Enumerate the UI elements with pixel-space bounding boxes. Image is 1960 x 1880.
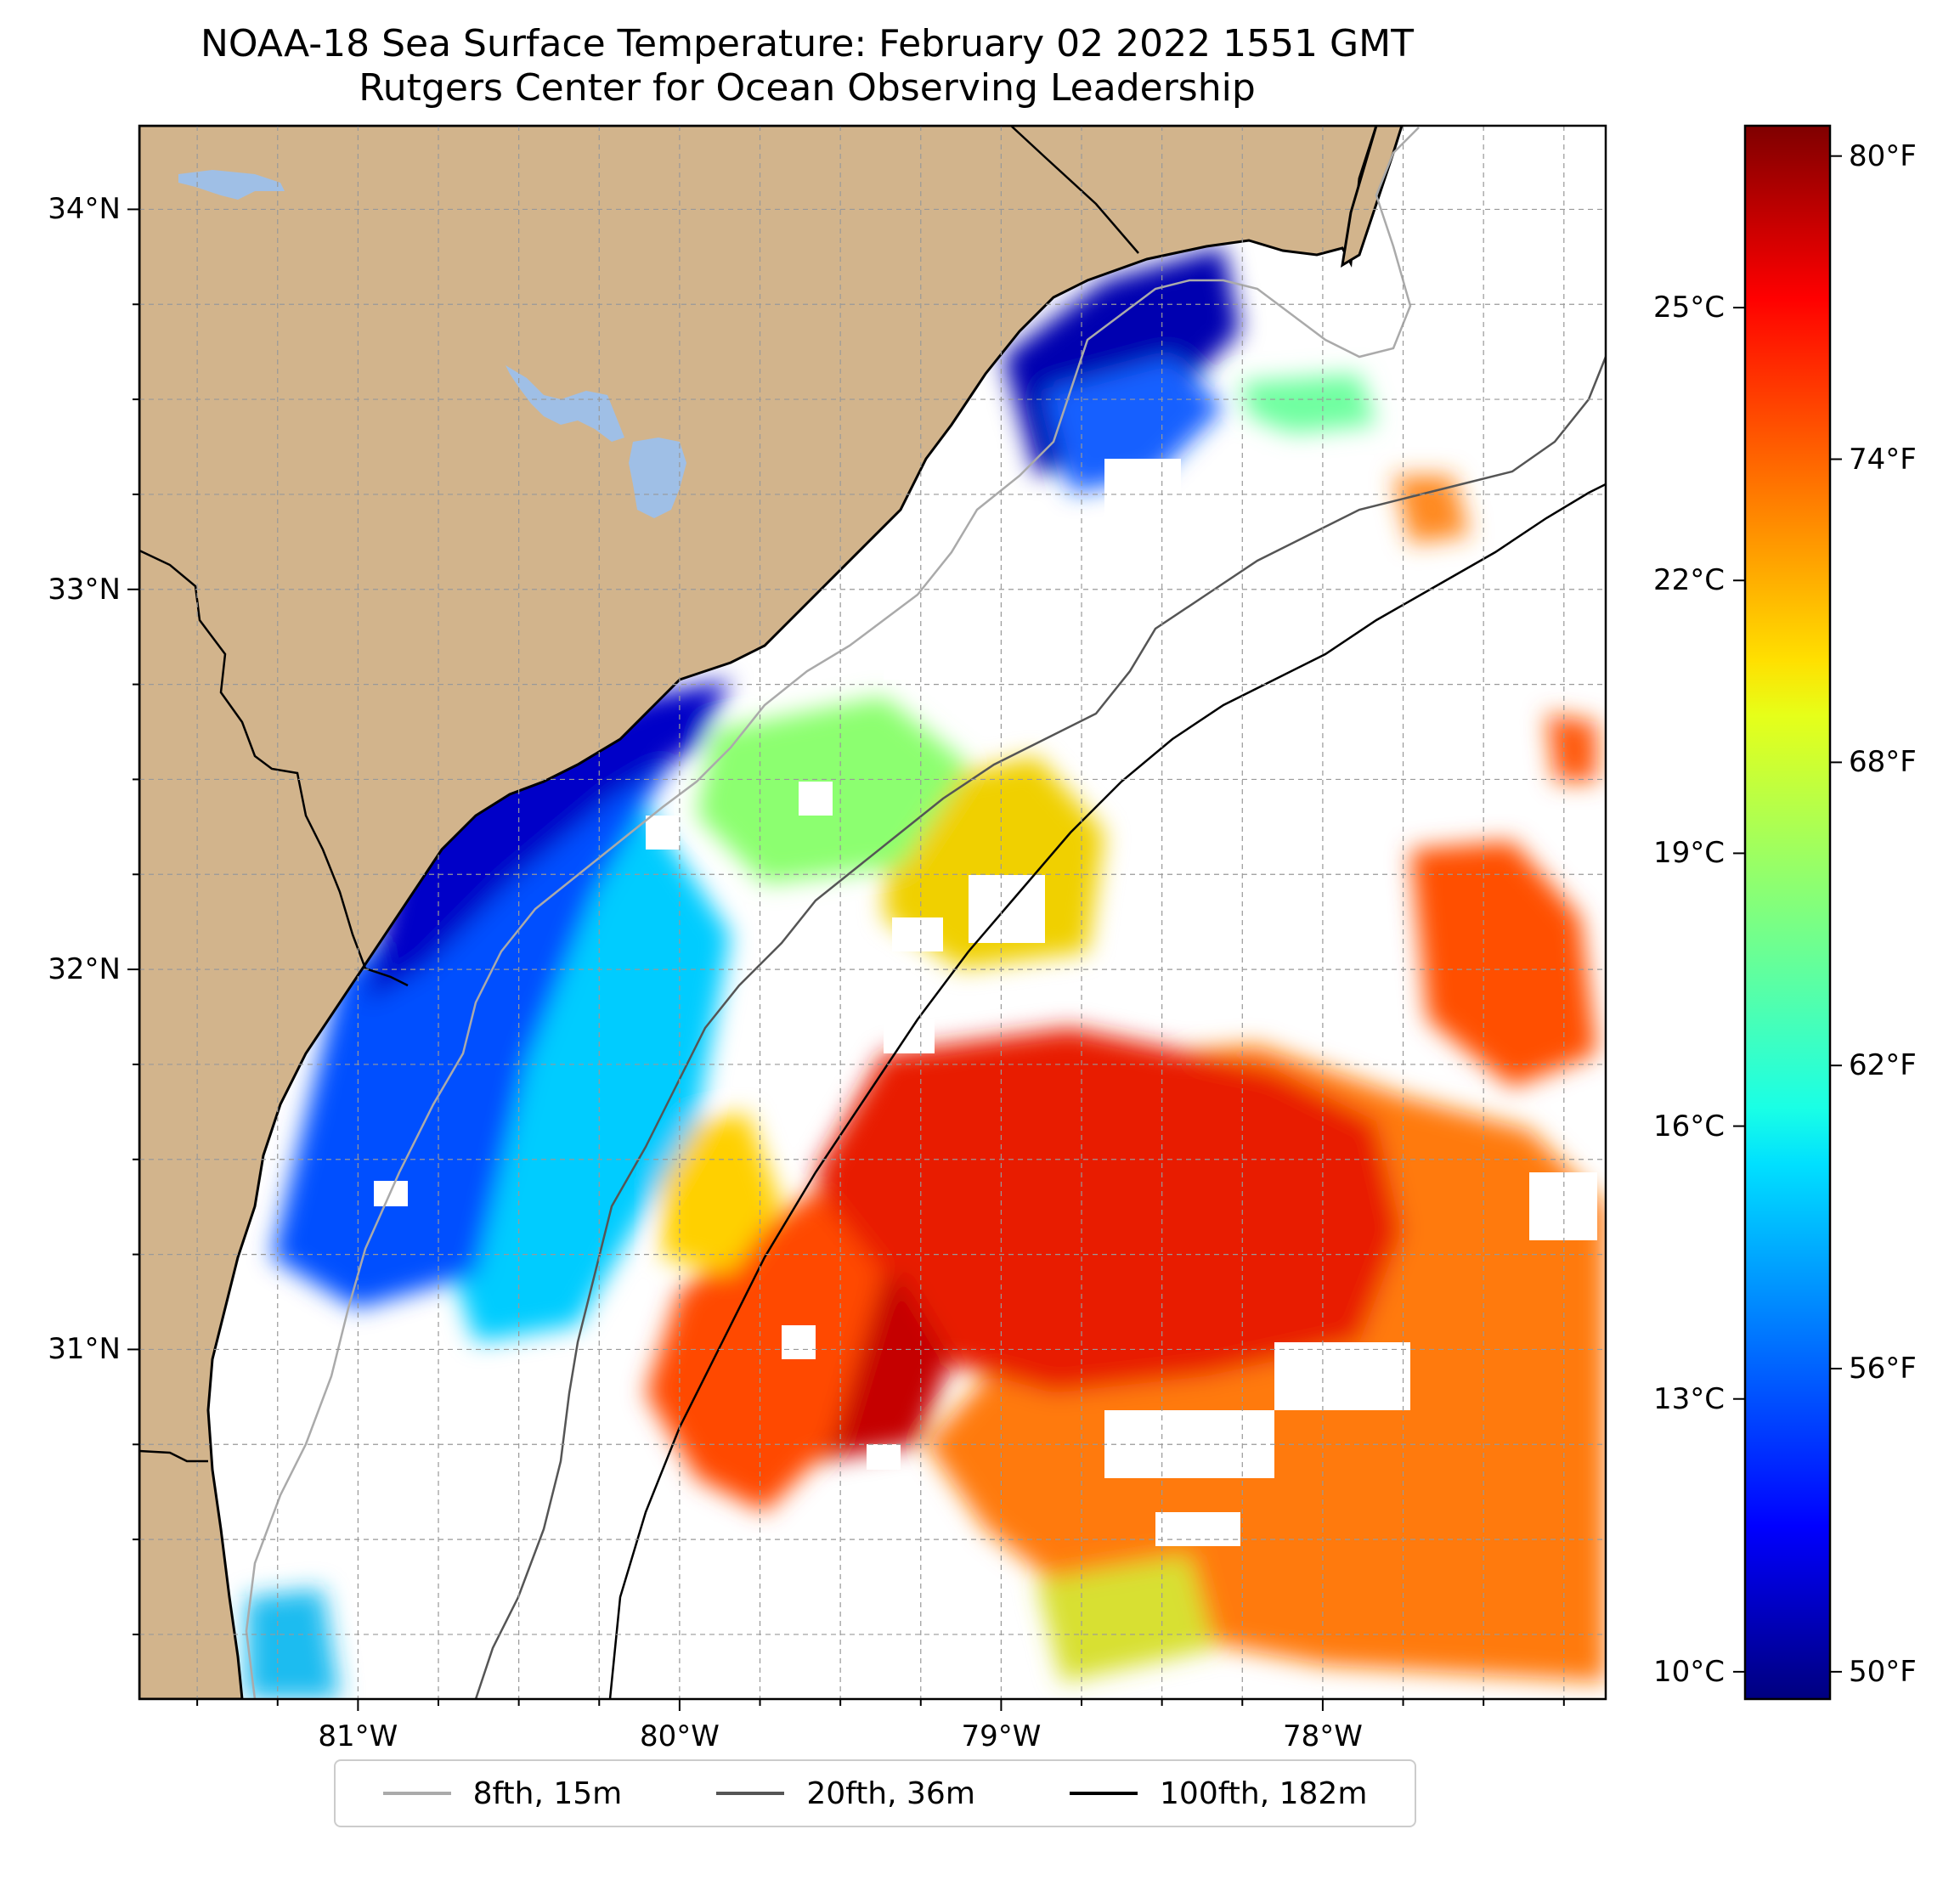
sst-orange-east xyxy=(1410,841,1597,1087)
state-borders xyxy=(139,126,1139,1463)
legend-label-100fth: 100fth, 182m xyxy=(1160,1776,1368,1811)
sst-green-north xyxy=(1240,374,1376,433)
sst-orange-west xyxy=(646,1189,884,1512)
isobath-8fth xyxy=(245,127,1420,1699)
sst-dark-blue-nearshore xyxy=(365,680,731,1002)
sst-yellow-west xyxy=(663,1113,782,1274)
fahrenheit-tick-label: 62°F xyxy=(1849,1048,1917,1083)
legend-item-8fth: 8fth, 15m xyxy=(382,1776,623,1811)
legend-label-20fth: 20fth, 36m xyxy=(806,1776,975,1811)
sst-red-core xyxy=(816,1028,1402,1393)
fahrenheit-tick-label: 50°F xyxy=(1849,1654,1917,1689)
fahrenheit-tick-label: 74°F xyxy=(1849,442,1917,477)
legend-swatch-100fth xyxy=(1070,1792,1138,1795)
lake-marion xyxy=(506,365,624,442)
legend-label-8fth: 8fth, 15m xyxy=(472,1776,623,1811)
legend-item-100fth: 100fth, 182m xyxy=(1070,1776,1367,1811)
border-ga-fl xyxy=(139,1449,208,1463)
colorbar-ticks xyxy=(1733,155,1842,1673)
sst-blue-north xyxy=(1045,357,1223,493)
sst-cyan-south xyxy=(246,1589,340,1699)
border-sc-ga xyxy=(139,549,409,987)
sst-orange-patch-ne xyxy=(1393,476,1470,544)
lon-tick-label: 81°W xyxy=(318,1719,398,1753)
isobath-legend: 8fth, 15m 20fth, 36m 100fth, 182m xyxy=(334,1759,1416,1827)
lon-tick-label: 79°W xyxy=(961,1719,1042,1753)
lat-tick-label: 32°N xyxy=(48,952,121,987)
colorbar xyxy=(1743,124,1832,1701)
lon-tick-label: 78°W xyxy=(1282,1719,1363,1753)
isobaths xyxy=(245,127,1606,1699)
cloud-gaps xyxy=(374,459,1597,1546)
isobath-100fth xyxy=(608,483,1606,1699)
celsius-tick-label: 22°C xyxy=(1652,563,1725,598)
map-frame xyxy=(138,124,1607,1701)
lat-tick-label: 33°N xyxy=(48,572,121,607)
celsius-tick-label: 16°C xyxy=(1652,1109,1725,1143)
isobath-20fth xyxy=(474,356,1606,1699)
fahrenheit-tick-label: 68°F xyxy=(1849,745,1917,780)
chart-title: NOAA-18 Sea Surface Temperature: Februar… xyxy=(0,22,1614,110)
fahrenheit-tick-label: 80°F xyxy=(1849,138,1917,173)
title-line-1: NOAA-18 Sea Surface Temperature: Februar… xyxy=(201,22,1414,65)
legend-swatch-20fth xyxy=(716,1792,785,1795)
celsius-tick-label: 19°C xyxy=(1652,836,1725,871)
lake-north xyxy=(178,170,285,200)
sst-orange-east-spot xyxy=(1546,714,1597,782)
lat-tick-label: 31°N xyxy=(48,1332,121,1367)
legend-swatch-8fth xyxy=(382,1792,451,1795)
map-ticks xyxy=(127,208,1565,1711)
sst-blue-shelf xyxy=(272,748,680,1308)
celsius-tick-label: 10°C xyxy=(1652,1654,1725,1689)
lake-moultrie xyxy=(629,438,686,518)
celsius-tick-label: 25°C xyxy=(1652,291,1725,325)
land-northeast-cape xyxy=(1341,126,1404,268)
title-line-2: Rutgers Center for Ocean Observing Leade… xyxy=(359,66,1256,110)
map-body xyxy=(139,126,1606,1699)
lat-tick-label: 34°N xyxy=(48,192,121,227)
gridlines xyxy=(139,126,1606,1699)
lon-tick-label: 80°W xyxy=(639,1719,720,1753)
border-nc-sc xyxy=(1010,126,1139,254)
land-mainland xyxy=(139,126,1378,1699)
celsius-tick-label: 13°C xyxy=(1652,1381,1725,1416)
fahrenheit-tick-label: 56°F xyxy=(1849,1352,1917,1386)
legend-item-20fth: 20fth, 36m xyxy=(716,1776,975,1811)
